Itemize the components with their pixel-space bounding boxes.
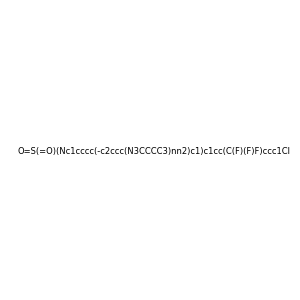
Text: O=S(=O)(Nc1cccc(-c2ccc(N3CCCC3)nn2)c1)c1cc(C(F)(F)F)ccc1Cl: O=S(=O)(Nc1cccc(-c2ccc(N3CCCC3)nn2)c1)c1… bbox=[17, 147, 290, 156]
